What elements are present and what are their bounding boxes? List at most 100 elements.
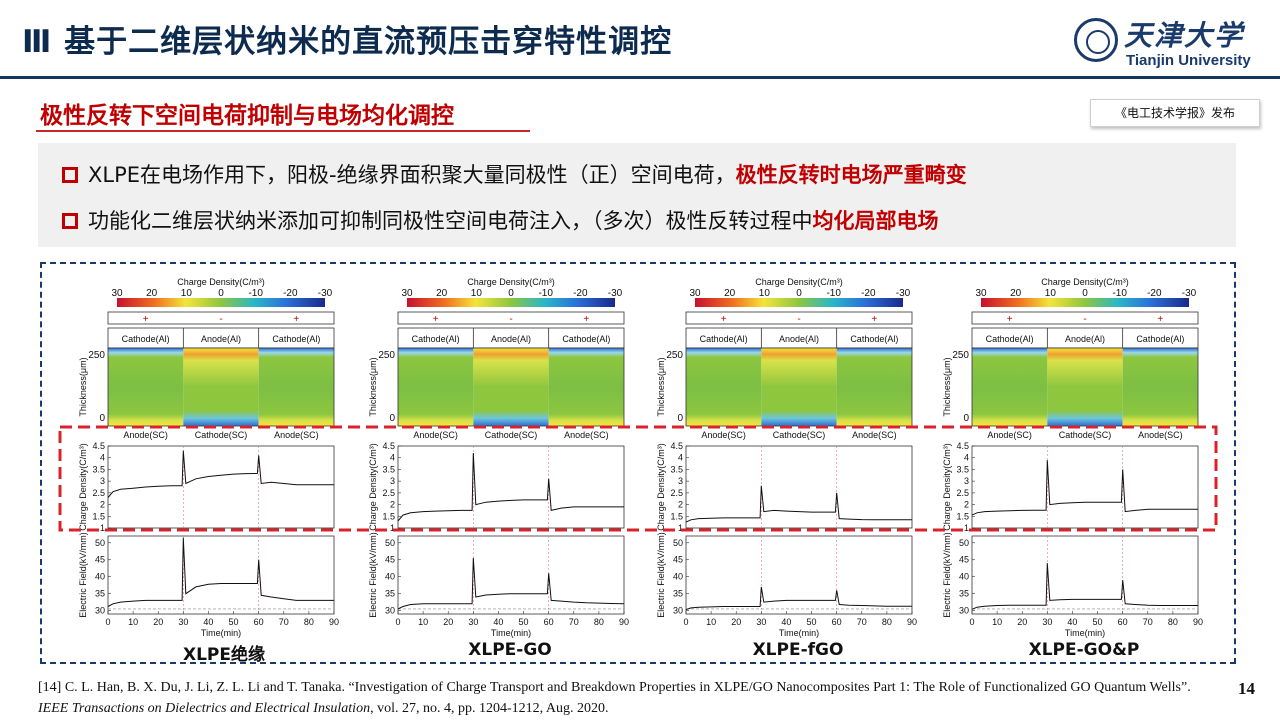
electric-field-xtick: 30 (178, 617, 188, 627)
electric-field-xtick: 60 (544, 617, 554, 627)
charge-density-ytick: 3 (964, 476, 969, 486)
electric-field-series (971, 563, 1198, 610)
charge-density-ytick: 1.5 (92, 511, 105, 521)
reference-text-end: , vol. 27, no. 4, pp. 1204-1212, Aug. 20… (370, 701, 609, 716)
charge-density-plot-frame (685, 445, 913, 529)
polarity-sign: - (1083, 314, 1086, 325)
bullet-highlight: 均化局部电场 (812, 209, 939, 233)
electrode-label-top: Cathode(Al) (850, 334, 898, 344)
charge-density-ytick: 2.5 (956, 488, 969, 498)
electric-field-xtick: 40 (493, 617, 503, 627)
electrode-label-bottom: Cathode(SC) (485, 430, 538, 440)
electrode-label-bottom: Anode(SC) (564, 430, 609, 440)
electric-field-xlabel: Time(min) (491, 628, 531, 638)
colorbar-tick: 0 (1082, 288, 1088, 299)
heatmap-segment (108, 348, 184, 426)
charge-density-ytick: 4 (100, 453, 105, 463)
electric-field-xtick: 90 (1193, 617, 1203, 627)
square-bullet-icon (62, 213, 78, 229)
heatmap-segment (836, 348, 912, 426)
bullet-text: XLPE在电场作用下，阳极-绝缘界面积聚大量同极性（正）空间电荷， (88, 163, 736, 187)
colorbar-title: Charge Density(C/m³) (467, 277, 555, 287)
electric-field-ytick: 45 (385, 555, 395, 565)
electric-field-ytick: 50 (385, 538, 395, 548)
electric-field-xtick: 90 (619, 617, 629, 627)
electric-field-xtick: 60 (254, 617, 264, 627)
polarity-strip (685, 311, 913, 325)
heatmap-ytick: 0 (389, 413, 395, 424)
heatmap-segment (761, 348, 837, 426)
charge-density-ytick: 4.5 (382, 441, 395, 451)
heatmap-segment (1122, 348, 1198, 426)
electric-field-ylabel: Electric Field(kV/mm) (656, 532, 666, 618)
colorbar-tick: 10 (759, 288, 771, 299)
electric-field-ytick: 45 (95, 555, 105, 565)
panel-label: XLPE-fGO (752, 640, 844, 660)
heatmap-ylabel: Thickness(μm) (942, 357, 952, 416)
heatmap-segment (398, 348, 474, 426)
page-number: 14 (1238, 679, 1255, 698)
heatmap-segment (1047, 348, 1123, 426)
electric-field-xlabel: Time(min) (1065, 628, 1105, 638)
electric-field-ylabel: Electric Field(kV/mm) (78, 532, 88, 618)
charge-density-series (685, 485, 912, 523)
charge-density-ytick: 4.5 (956, 441, 969, 451)
electric-field-xtick: 20 (443, 617, 453, 627)
bullet-text: 功能化二维层状纳米添加可抑制同极性空间电荷注入，（多次）极性反转过程中 (88, 209, 813, 233)
electrode-label-bottom: Anode(SC) (413, 430, 458, 440)
source-tag: 《电工技术学报》发布 (1090, 99, 1260, 127)
electrode-label-bottom: Anode(SC) (1138, 430, 1183, 440)
colorbar-tick: -20 (573, 288, 588, 299)
electric-field-series (685, 586, 912, 611)
electric-field-plot-frame (397, 535, 625, 615)
charge-density-ytick: 4 (964, 453, 969, 463)
electric-field-ylabel: Electric Field(kV/mm) (368, 532, 378, 618)
heatmap-ylabel: Thickness(μm) (368, 357, 378, 416)
colorbar (117, 298, 325, 307)
electric-field-xtick: 70 (279, 617, 289, 627)
colorbar-tick: -30 (1182, 288, 1197, 299)
charge-density-ylabel: Charge Density(C/m³) (656, 443, 666, 531)
bullet-item: XLPE在电场作用下，阳极-绝缘界面积聚大量同极性（正）空间电荷，极性反转时电场… (62, 159, 967, 189)
polarity-sign: - (219, 314, 222, 325)
electric-field-plot-frame (107, 535, 335, 615)
charge-density-plot-frame (971, 445, 1199, 529)
colorbar-tick: 0 (218, 288, 224, 299)
electric-field-ytick: 30 (95, 606, 105, 616)
charge-density-ytick: 1 (964, 523, 969, 533)
heatmap-segment (686, 348, 762, 426)
charge-density-ytick: 2.5 (382, 488, 395, 498)
electric-field-xtick: 50 (1093, 617, 1103, 627)
electrode-label-top: Cathode(Al) (1136, 334, 1184, 344)
colorbar-tick: -20 (283, 288, 298, 299)
electrode-label-bottom: Anode(SC) (123, 430, 168, 440)
electric-field-xtick: 50 (519, 617, 529, 627)
colorbar-tick: -20 (861, 288, 876, 299)
colorbar-tick: 30 (111, 288, 123, 299)
charge-density-series (397, 452, 624, 522)
electric-field-ytick: 40 (959, 572, 969, 582)
electric-field-xtick: 40 (203, 617, 213, 627)
electric-field-ytick: 35 (959, 589, 969, 599)
colorbar-tick: 30 (975, 288, 987, 299)
electric-field-xtick: 70 (1143, 617, 1153, 627)
colorbar-title: Charge Density(C/m³) (1041, 277, 1129, 287)
electric-field-xtick: 0 (395, 617, 400, 627)
heatmap-segment (972, 348, 1048, 426)
electric-field-xlabel: Time(min) (201, 628, 241, 638)
electric-field-ytick: 45 (959, 555, 969, 565)
charge-density-ylabel: Charge Density(C/m³) (942, 443, 952, 531)
electric-field-xtick: 60 (1118, 617, 1128, 627)
colorbar-tick: 10 (471, 288, 483, 299)
charge-density-ylabel: Charge Density(C/m³) (368, 443, 378, 531)
panel-label: XLPE-GO&P (1028, 640, 1140, 660)
heatmap-ytick: 250 (88, 350, 105, 361)
colorbar-tick: 20 (724, 288, 736, 299)
charge-density-ytick: 4.5 (92, 441, 105, 451)
electric-field-xtick: 20 (731, 617, 741, 627)
electric-field-ytick: 50 (673, 538, 683, 548)
colorbar-title: Charge Density(C/m³) (755, 277, 843, 287)
colorbar-tick: -30 (608, 288, 623, 299)
electric-field-ytick: 35 (385, 589, 395, 599)
charge-density-ytick: 1 (678, 523, 683, 533)
